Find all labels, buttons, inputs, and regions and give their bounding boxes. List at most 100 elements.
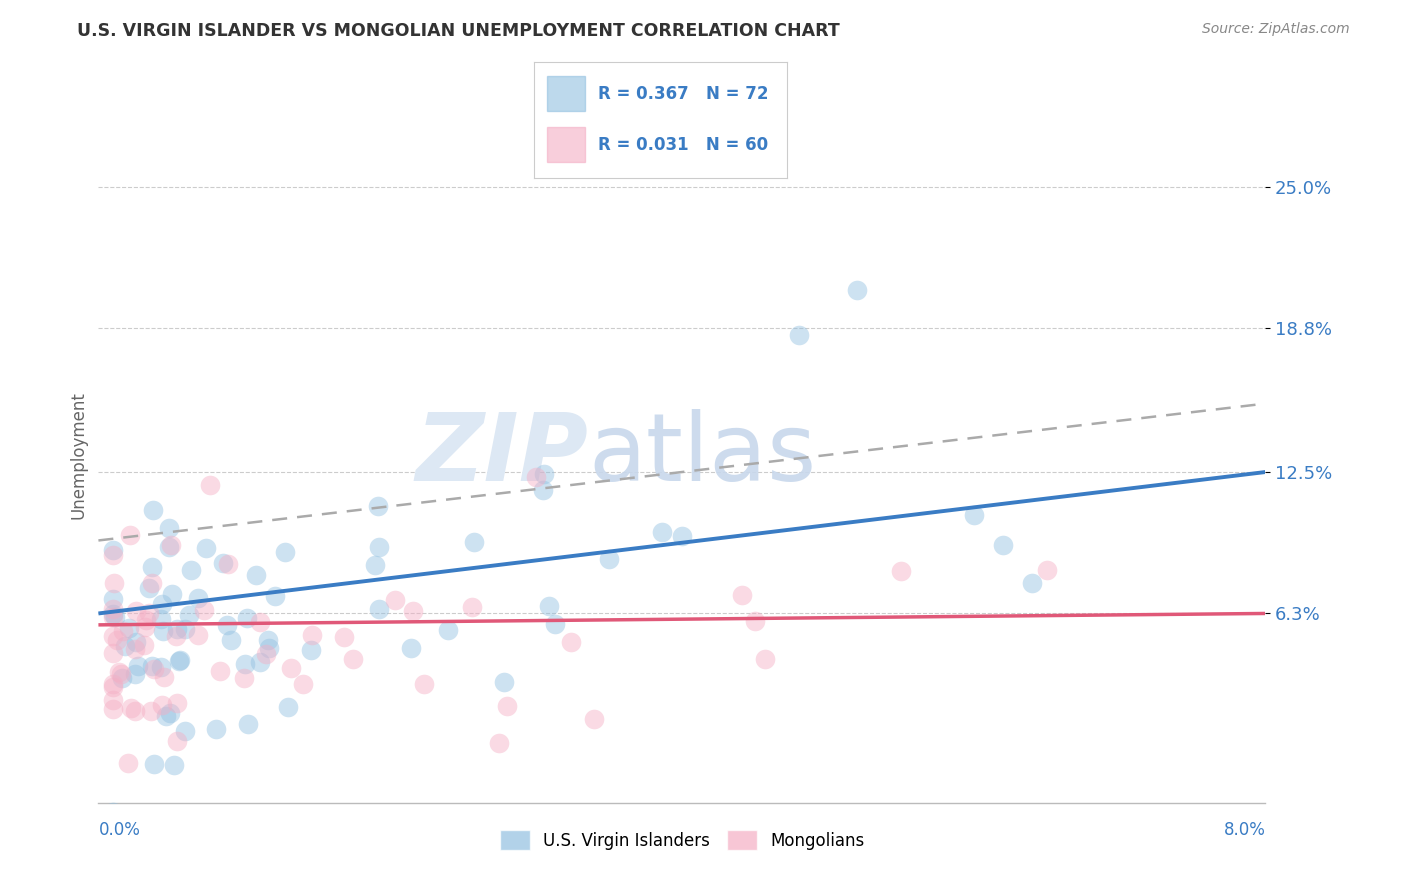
Point <box>150 698 173 713</box>
Legend: U.S. Virgin Islanders, Mongolians: U.S. Virgin Islanders, Mongolians <box>494 823 870 857</box>
Point <box>277 699 299 714</box>
Point <box>115 830 138 844</box>
Point <box>159 706 181 721</box>
Point <box>131 813 153 827</box>
Point <box>141 658 163 673</box>
Point <box>560 635 582 649</box>
Point <box>787 328 810 343</box>
Point <box>160 538 183 552</box>
Point <box>180 563 202 577</box>
Point <box>177 607 200 622</box>
Point <box>152 624 174 639</box>
Point <box>101 629 124 643</box>
Point <box>342 652 364 666</box>
Point <box>299 642 322 657</box>
Point <box>101 543 124 558</box>
Text: R = 0.367   N = 72: R = 0.367 N = 72 <box>598 85 768 103</box>
Point <box>117 756 139 771</box>
Point <box>364 558 387 572</box>
Point <box>962 508 984 522</box>
Point <box>107 665 129 679</box>
Text: U.S. VIRGIN ISLANDER VS MONGOLIAN UNEMPLOYMENT CORRELATION CHART: U.S. VIRGIN ISLANDER VS MONGOLIAN UNEMPL… <box>77 22 839 40</box>
Point <box>301 628 323 642</box>
Point <box>205 722 228 736</box>
Point <box>368 602 391 616</box>
Point <box>264 590 287 604</box>
Point <box>367 500 389 514</box>
Point <box>155 709 177 723</box>
Point <box>212 556 235 570</box>
Point <box>412 677 434 691</box>
Point <box>166 622 188 636</box>
Point <box>235 611 257 625</box>
Point <box>1021 576 1043 591</box>
Point <box>194 541 217 555</box>
Point <box>496 699 519 714</box>
Point <box>384 593 406 607</box>
Point <box>101 548 124 562</box>
Point <box>280 661 302 675</box>
Point <box>104 610 127 624</box>
Point <box>233 671 256 685</box>
Point <box>219 632 242 647</box>
Point <box>256 647 278 661</box>
Point <box>125 635 148 649</box>
Point <box>463 535 485 549</box>
Point <box>111 624 134 638</box>
Point <box>217 617 239 632</box>
Point <box>744 614 766 628</box>
Point <box>101 610 124 624</box>
Point <box>142 503 165 517</box>
Point <box>238 717 260 731</box>
Point <box>101 646 124 660</box>
Point <box>165 629 187 643</box>
Point <box>187 628 209 642</box>
Text: 8.0%: 8.0% <box>1223 821 1265 839</box>
Text: Source: ZipAtlas.com: Source: ZipAtlas.com <box>1202 22 1350 37</box>
Point <box>1035 563 1057 577</box>
Point <box>531 483 554 497</box>
Point <box>125 604 148 618</box>
Point <box>401 604 423 618</box>
Point <box>233 657 256 671</box>
Point <box>598 551 620 566</box>
Point <box>367 540 389 554</box>
Point <box>110 667 132 681</box>
Point <box>124 667 146 681</box>
Point <box>111 671 134 685</box>
Point <box>101 677 124 691</box>
Point <box>101 680 124 694</box>
Y-axis label: Unemployment: Unemployment <box>69 391 87 519</box>
Point <box>143 662 166 676</box>
Point <box>152 597 174 611</box>
Point <box>101 805 124 819</box>
Point <box>399 640 422 655</box>
Point <box>101 702 124 716</box>
Point <box>333 630 356 644</box>
Point <box>890 564 912 578</box>
Point <box>101 591 124 606</box>
Point <box>437 624 460 638</box>
Point <box>149 659 172 673</box>
Point <box>163 757 186 772</box>
Point <box>257 640 280 655</box>
Point <box>845 283 868 297</box>
Point <box>173 622 195 636</box>
Point <box>141 576 163 591</box>
Bar <box>547 77 585 112</box>
Point <box>671 529 693 543</box>
Point <box>153 670 176 684</box>
Point <box>149 612 172 626</box>
Point <box>533 467 555 481</box>
Point <box>114 639 136 653</box>
Point <box>273 545 295 559</box>
Point <box>134 638 156 652</box>
Point <box>193 603 215 617</box>
Point <box>217 558 239 572</box>
Point <box>105 633 128 648</box>
Text: atlas: atlas <box>589 409 817 501</box>
Point <box>166 733 188 747</box>
Point <box>731 588 754 602</box>
Point <box>754 652 776 666</box>
Point <box>135 613 157 627</box>
